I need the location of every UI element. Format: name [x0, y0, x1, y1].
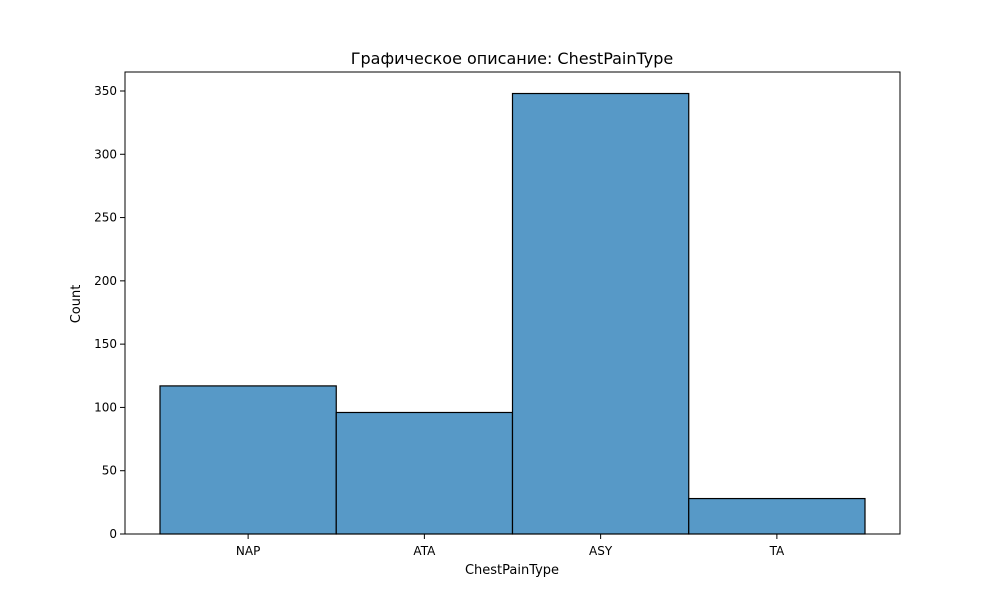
y-axis-label: Count	[69, 285, 84, 324]
x-axis-label: ChestPainType	[465, 563, 559, 578]
y-tick-label: 0	[109, 527, 117, 541]
y-tick-label: 200	[94, 274, 117, 288]
y-tick-label: 250	[94, 211, 117, 225]
chart-title: Графическое описание: ChestPainType	[351, 49, 674, 68]
bar-asy	[511, 92, 690, 535]
y-tick-label: 50	[102, 464, 117, 478]
x-tick-label: TA	[769, 544, 785, 558]
y-tick-label: 100	[94, 400, 117, 414]
x-tick-label: ASY	[589, 544, 613, 558]
y-tick-label: 300	[94, 147, 117, 161]
y-tick-label: 350	[94, 84, 117, 98]
plot-frame	[124, 71, 901, 535]
bar-ata	[335, 411, 514, 535]
x-tick-label: NAP	[236, 544, 260, 558]
plot-area: NAP ATA ASY TA 0 50 100 150 200 250 300 350	[94, 71, 901, 558]
bar-ta	[688, 497, 866, 535]
x-tick-label: ATA	[413, 544, 436, 558]
y-tick-label: 150	[94, 337, 117, 351]
bar-nap	[159, 385, 337, 535]
